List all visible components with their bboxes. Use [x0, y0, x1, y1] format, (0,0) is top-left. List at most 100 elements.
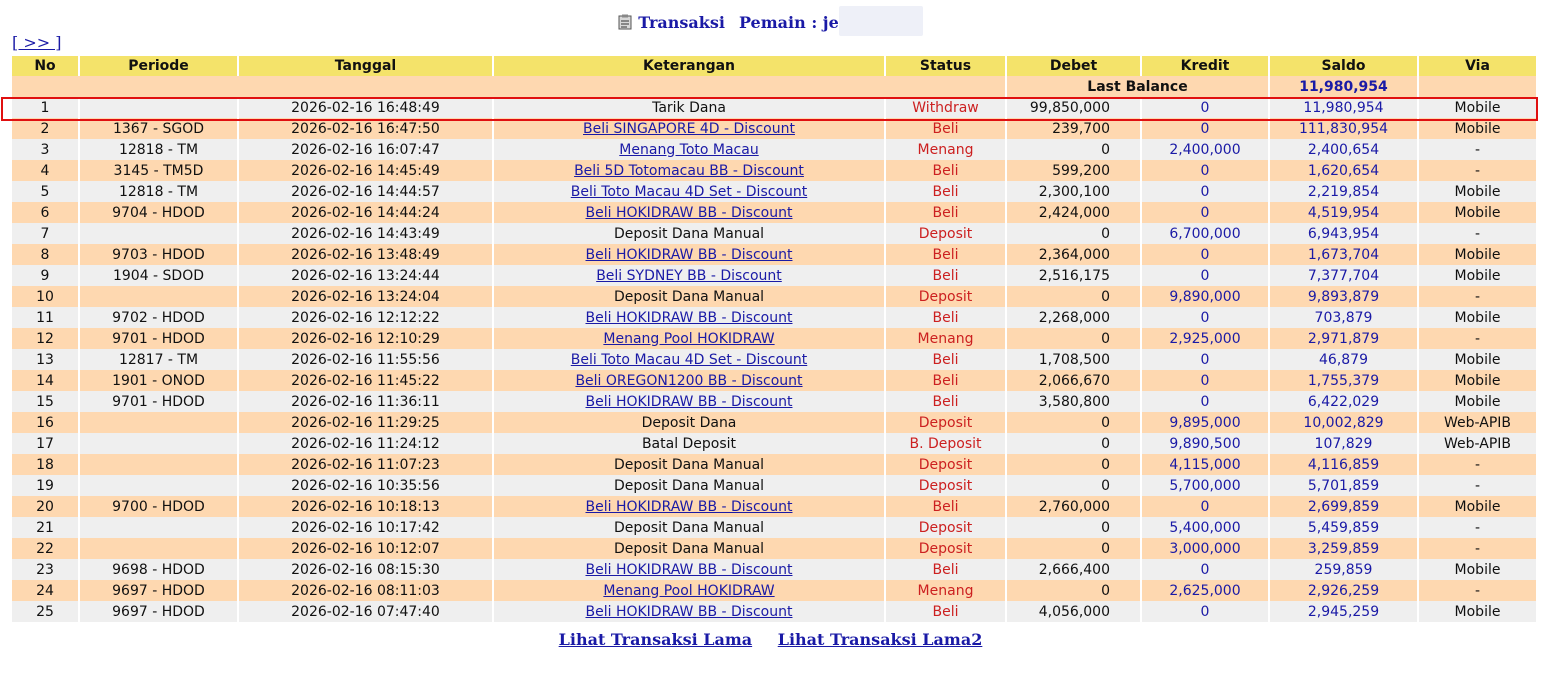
- redacted-player-name: [838, 6, 923, 36]
- row-description-link[interactable]: Beli Toto Macau 4D Set - Discount: [570, 351, 808, 368]
- row-description-link[interactable]: Beli OREGON1200 BB - Discount: [575, 372, 803, 389]
- row-debet: 2,268,000: [1007, 307, 1140, 328]
- row-date: 2026-02-16 10:18:13: [239, 496, 492, 517]
- row-description-link[interactable]: Beli SINGAPORE 4D - Discount: [583, 120, 795, 137]
- row-number: 24: [12, 580, 78, 601]
- table-row: 23 9698 - HDOD 2026-02-16 08:15:30 Beli HOK…: [12, 559, 1536, 580]
- row-number: 8: [12, 244, 78, 265]
- row-description: Menang Pool HOKIDRAW: [494, 328, 884, 349]
- row-number: 17: [12, 433, 78, 454]
- row-date: 2026-02-16 14:44:57: [239, 181, 492, 202]
- row-saldo: 1,673,704: [1270, 244, 1417, 265]
- table-row: 25 9697 - HDOD 2026-02-16 07:47:40 Beli HOK…: [12, 601, 1536, 622]
- row-via: Mobile: [1419, 601, 1536, 622]
- player-label: Pemain : je: [738, 13, 839, 32]
- row-debet: 0: [1007, 433, 1140, 454]
- row-description: Batal Deposit: [494, 433, 884, 454]
- old-transactions-link[interactable]: Lihat Transaksi Lama: [558, 630, 753, 649]
- row-date: 2026-02-16 11:55:56: [239, 349, 492, 370]
- row-status: Deposit: [886, 517, 1005, 538]
- row-number: 4: [12, 160, 78, 181]
- clipboard-icon: [618, 14, 632, 30]
- row-description-link[interactable]: Beli HOKIDRAW BB - Discount: [585, 561, 793, 578]
- table-row: 11 9702 - HDOD 2026-02-16 12:12:22 Beli HOK…: [12, 307, 1536, 328]
- table-row: 18 2026-02-16 11:07:23 Deposit Dana Manual…: [12, 454, 1536, 475]
- row-kredit: 2,925,000: [1142, 328, 1268, 349]
- row-status: Deposit: [886, 286, 1005, 307]
- row-description-link[interactable]: Beli Toto Macau 4D Set - Discount: [570, 183, 808, 200]
- row-description-link[interactable]: Menang Pool HOKIDRAW: [603, 330, 775, 347]
- row-kredit: 0: [1142, 202, 1268, 223]
- row-kredit: 0: [1142, 370, 1268, 391]
- row-kredit: 0: [1142, 496, 1268, 517]
- row-debet: 0: [1007, 223, 1140, 244]
- row-description: Beli SINGAPORE 4D - Discount: [494, 118, 884, 139]
- row-status: Deposit: [886, 538, 1005, 559]
- row-periode: 9701 - HDOD: [80, 328, 237, 349]
- row-via: Mobile: [1419, 496, 1536, 517]
- old-transactions-link-2[interactable]: Lihat Transaksi Lama2: [777, 630, 983, 649]
- row-debet: 0: [1007, 538, 1140, 559]
- row-debet: 99,850,000: [1007, 97, 1140, 118]
- row-date: 2026-02-16 08:11:03: [239, 580, 492, 601]
- table-row: 13 12817 - TM 2026-02-16 11:55:56 Beli Toto…: [12, 349, 1536, 370]
- table-row: 9 1904 - SDOD 2026-02-16 13:24:44 Beli SYDN…: [12, 265, 1536, 286]
- column-header: No: [12, 56, 78, 76]
- row-debet: 239,700: [1007, 118, 1140, 139]
- row-number: 18: [12, 454, 78, 475]
- row-status: Menang: [886, 328, 1005, 349]
- column-header: Via: [1419, 56, 1536, 76]
- table-row: 2 1367 - SGOD 2026-02-16 16:47:50 Beli SING…: [12, 118, 1536, 139]
- row-debet: 1,708,500: [1007, 349, 1140, 370]
- row-number: 14: [12, 370, 78, 391]
- row-kredit: 0: [1142, 265, 1268, 286]
- row-saldo: 4,116,859: [1270, 454, 1417, 475]
- row-periode: [80, 538, 237, 559]
- row-kredit: 0: [1142, 244, 1268, 265]
- row-description-link[interactable]: Beli SYDNEY BB - Discount: [596, 267, 782, 284]
- row-description-link[interactable]: Beli HOKIDRAW BB - Discount: [585, 246, 793, 263]
- row-via: -: [1419, 139, 1536, 160]
- row-status: Deposit: [886, 412, 1005, 433]
- row-periode: 9697 - HDOD: [80, 580, 237, 601]
- row-saldo: 6,943,954: [1270, 223, 1417, 244]
- row-saldo: 1,620,654: [1270, 160, 1417, 181]
- row-number: 15: [12, 391, 78, 412]
- row-periode: 12817 - TM: [80, 349, 237, 370]
- row-via: -: [1419, 286, 1536, 307]
- row-description: Beli HOKIDRAW BB - Discount: [494, 496, 884, 517]
- row-status: Beli: [886, 307, 1005, 328]
- row-description: Beli 5D Totomacau BB - Discount: [494, 160, 884, 181]
- row-date: 2026-02-16 11:29:25: [239, 412, 492, 433]
- row-via: -: [1419, 517, 1536, 538]
- row-status: Beli: [886, 601, 1005, 622]
- last-balance-row: Last Balance 11,980,954: [12, 76, 1536, 97]
- row-saldo: 10,002,829: [1270, 412, 1417, 433]
- row-date: 2026-02-16 14:45:49: [239, 160, 492, 181]
- row-description-link[interactable]: Beli HOKIDRAW BB - Discount: [585, 204, 793, 221]
- page-header: Transaksi Pemain : je: [0, 0, 1541, 36]
- row-saldo: 6,422,029: [1270, 391, 1417, 412]
- row-description-link[interactable]: Menang Toto Macau: [619, 141, 759, 158]
- row-description-link[interactable]: Menang Pool HOKIDRAW: [603, 582, 775, 599]
- row-description-link[interactable]: Beli HOKIDRAW BB - Discount: [585, 498, 793, 515]
- row-via: -: [1419, 328, 1536, 349]
- row-date: 2026-02-16 08:15:30: [239, 559, 492, 580]
- row-number: 3: [12, 139, 78, 160]
- column-header: Periode: [80, 56, 237, 76]
- row-description-link[interactable]: Beli HOKIDRAW BB - Discount: [585, 309, 793, 326]
- row-debet: 2,300,100: [1007, 181, 1140, 202]
- row-description-link[interactable]: Beli HOKIDRAW BB - Discount: [585, 603, 793, 620]
- next-page-link[interactable]: [ >> ]: [12, 33, 62, 52]
- table-row: 10 2026-02-16 13:24:04 Deposit Dana Manual…: [12, 286, 1536, 307]
- row-kredit: 0: [1142, 97, 1268, 118]
- row-description-link[interactable]: Beli 5D Totomacau BB - Discount: [574, 162, 804, 179]
- row-description-link[interactable]: Beli HOKIDRAW BB - Discount: [585, 393, 793, 410]
- table-row: 7 2026-02-16 14:43:49 Deposit Dana Manual D…: [12, 223, 1536, 244]
- row-number: 20: [12, 496, 78, 517]
- row-debet: 4,056,000: [1007, 601, 1140, 622]
- row-date: 2026-02-16 11:07:23: [239, 454, 492, 475]
- row-date: 2026-02-16 14:43:49: [239, 223, 492, 244]
- row-number: 25: [12, 601, 78, 622]
- row-kredit: 0: [1142, 559, 1268, 580]
